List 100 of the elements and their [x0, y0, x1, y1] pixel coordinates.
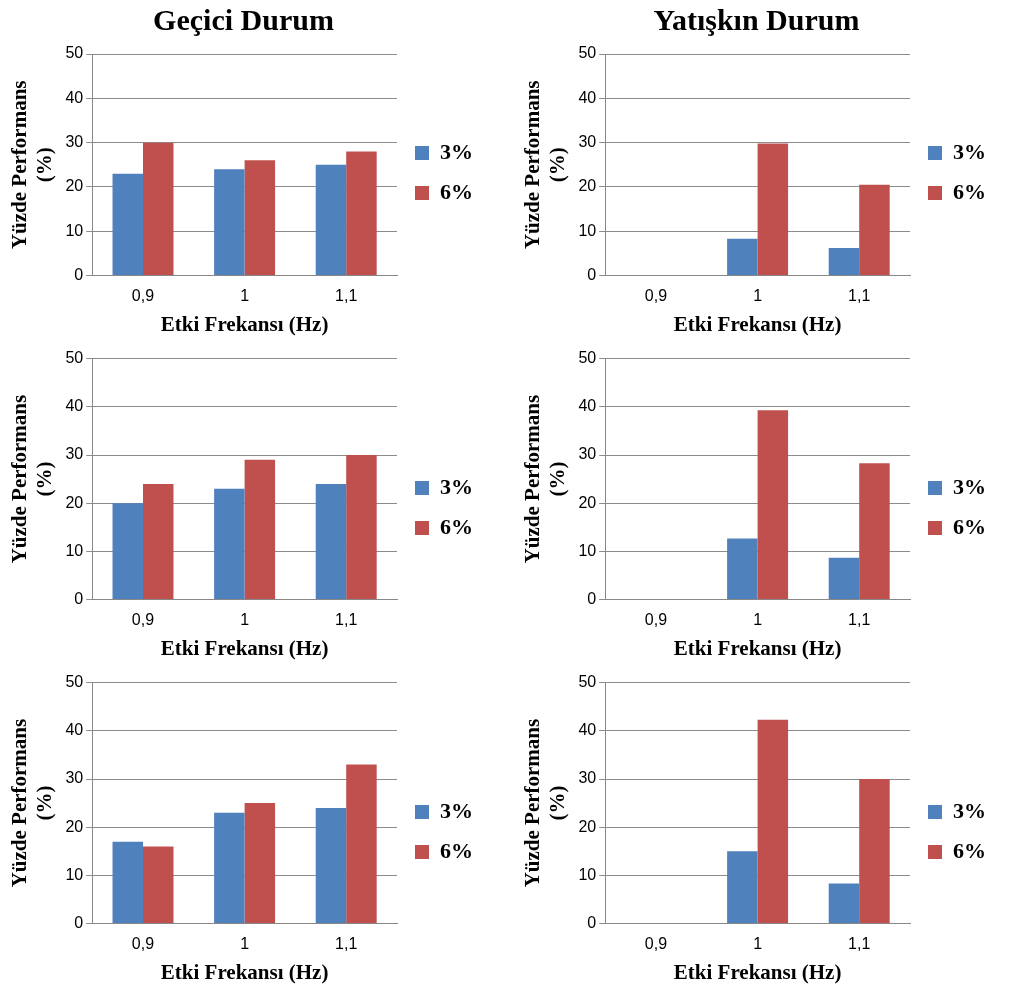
y-tick-label: 10: [65, 221, 84, 239]
x-tick-label: 1: [240, 286, 250, 304]
y-tick-label: 50: [65, 673, 84, 691]
y-tick-label: 10: [578, 541, 597, 559]
y-tick-label: 0: [74, 914, 84, 932]
y-tick-label: 50: [65, 44, 84, 62]
y-tick-label: 30: [65, 133, 84, 151]
legend-label: 3%: [953, 138, 986, 164]
y-tick-label: 40: [65, 721, 84, 739]
y-tick-label: 40: [65, 88, 84, 106]
legend-label: 3%: [953, 797, 986, 823]
y-axis-title: Yüzde Performans (%): [7, 718, 57, 888]
y-tick-label: 30: [578, 445, 597, 463]
legend-label: 6%: [953, 513, 986, 539]
x-axis-title: Etki Frekansı (Hz): [160, 311, 329, 336]
bar: [346, 151, 377, 276]
y-tick-label: 30: [578, 133, 597, 151]
y-tick-label: 20: [578, 493, 597, 511]
y-tick-label: 50: [65, 349, 84, 367]
y-tick-label: 0: [587, 914, 597, 932]
y-tick-label: 0: [587, 266, 597, 284]
y-tick-label: 0: [74, 266, 84, 284]
bar: [757, 143, 789, 276]
bar: [214, 812, 245, 924]
y-tick-label: 30: [65, 769, 84, 787]
chart-title: Geçici Durum: [153, 2, 334, 36]
legend-label: 6%: [953, 837, 986, 863]
y-tick-label: 20: [578, 177, 597, 195]
bar: [244, 160, 276, 276]
bar: [315, 807, 347, 924]
legend-label: 3%: [440, 473, 473, 499]
y-tick-label: 20: [578, 817, 597, 835]
x-axis-title: Etki Frekansı (Hz): [673, 311, 842, 336]
y-tick-label: 30: [578, 769, 597, 787]
bar: [828, 248, 860, 276]
bar: [757, 410, 789, 600]
bar: [112, 173, 143, 276]
y-axis-title: Yüzde Performans (%): [520, 80, 570, 250]
bar: [727, 238, 758, 276]
x-tick-label: 0,9: [131, 934, 155, 952]
bar: [143, 483, 174, 600]
chart-title: Yatışkın Durum: [653, 2, 860, 36]
legend-label: 3%: [953, 473, 986, 499]
x-tick-label: 1,1: [848, 286, 871, 304]
x-tick-label: 1,1: [335, 610, 358, 628]
y-tick-label: 40: [578, 397, 597, 415]
bar: [828, 557, 860, 600]
legend-label: 3%: [440, 138, 473, 164]
legend-label: 6%: [440, 513, 473, 539]
y-tick-label: 10: [65, 865, 84, 883]
y-tick-label: 30: [65, 445, 84, 463]
x-tick-label: 0,9: [644, 610, 668, 628]
y-tick-label: 20: [65, 493, 84, 511]
bar: [143, 846, 174, 924]
bar: [244, 459, 276, 600]
bar: [112, 841, 143, 924]
bar: [214, 488, 245, 600]
x-tick-label: 1: [240, 934, 250, 952]
bar: [859, 184, 890, 276]
y-tick-label: 10: [578, 221, 597, 239]
y-tick-label: 50: [578, 349, 597, 367]
bar: [757, 719, 789, 924]
bar: [346, 455, 377, 600]
bar: [315, 164, 347, 276]
x-axis-title: Etki Frekansı (Hz): [160, 635, 329, 660]
legend-label: 6%: [440, 837, 473, 863]
y-axis-title: Yüzde Performans (%): [7, 80, 57, 250]
bar: [727, 538, 758, 600]
y-axis-title: Yüzde Performans (%): [7, 394, 57, 564]
bar: [727, 851, 758, 924]
bar: [346, 764, 377, 924]
x-tick-label: 1: [753, 934, 763, 952]
bar: [143, 142, 174, 276]
x-axis-title: Etki Frekansı (Hz): [673, 959, 842, 984]
y-tick-label: 20: [65, 817, 84, 835]
y-tick-label: 0: [587, 590, 597, 608]
y-tick-label: 40: [65, 397, 84, 415]
legend-label: 6%: [440, 178, 473, 204]
x-tick-label: 1: [753, 286, 763, 304]
y-axis-title: Yüzde Performans (%): [520, 718, 570, 888]
y-tick-label: 50: [578, 44, 597, 62]
y-tick-label: 40: [578, 88, 597, 106]
x-tick-label: 0,9: [644, 934, 668, 952]
x-axis-title: Etki Frekansı (Hz): [160, 959, 329, 984]
y-tick-label: 0: [74, 590, 84, 608]
x-tick-label: 1,1: [848, 934, 871, 952]
legend-label: 3%: [440, 797, 473, 823]
y-tick-label: 50: [578, 673, 597, 691]
bar: [859, 779, 890, 924]
y-tick-label: 10: [578, 865, 597, 883]
y-tick-label: 20: [65, 177, 84, 195]
y-tick-label: 10: [65, 541, 84, 559]
bar: [315, 483, 347, 600]
y-axis-title: Yüzde Performans (%): [520, 394, 570, 564]
x-tick-label: 0,9: [644, 286, 668, 304]
bar: [244, 803, 276, 924]
x-tick-label: 0,9: [131, 610, 155, 628]
x-tick-label: 1,1: [335, 934, 358, 952]
x-tick-label: 1: [753, 610, 763, 628]
bar: [214, 169, 245, 276]
